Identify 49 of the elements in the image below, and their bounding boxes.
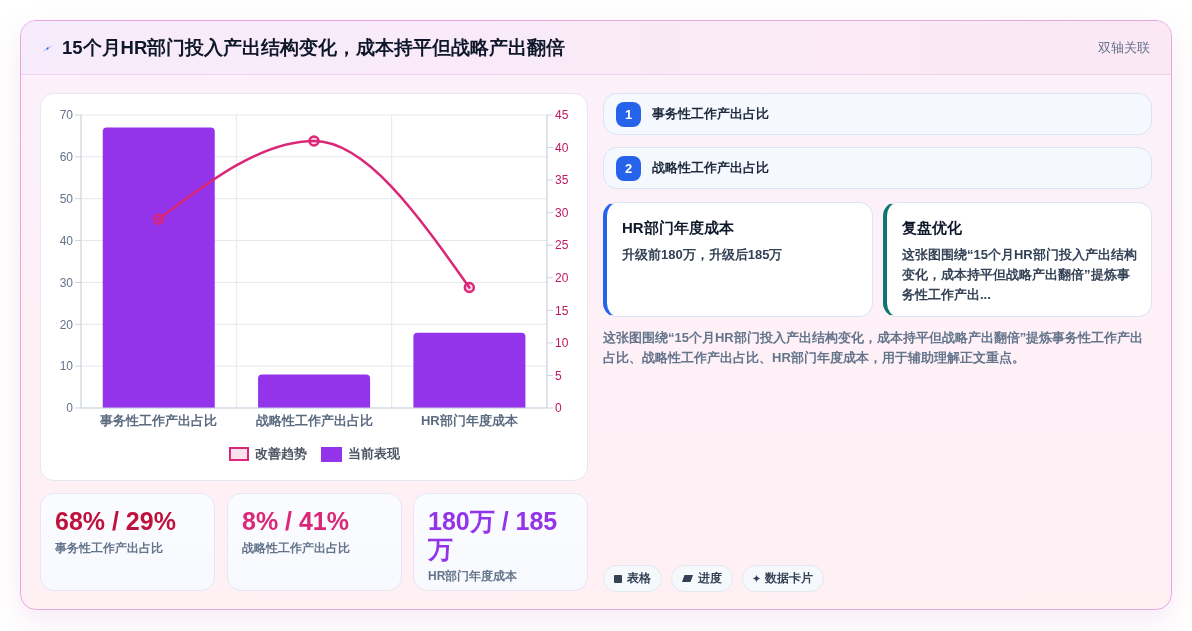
text: HR部门年度成本: [428, 569, 518, 583]
text: HR部门年度成本: [622, 219, 734, 236]
text: 这张图围绕“15个月HR部门投入产出结构变化，成本持平但战略产出翻倍”提炼事务性工作产出...: [902, 247, 1137, 302]
bar: [258, 374, 371, 408]
text: 战略性工作产出占比: [242, 541, 350, 555]
text: 事务性工作产出占比: [55, 541, 163, 555]
legend-label: 当前表现: [347, 445, 400, 463]
y2-tick-label: 10: [555, 336, 569, 351]
y2-tick-label: 35: [555, 173, 569, 188]
y-tick-label: 30: [59, 275, 74, 290]
text: 这张图围绕“15个月HR部门投入产出结构变化，成本持平但战略产出翻倍”提炼事务性工作产出占比、战略性工作产出占比、HR部门年度成本，用于辅助理解正文重点。: [603, 330, 1144, 365]
text: 复盘优化: [902, 219, 962, 236]
text: 15个月HR部门投入产出结构变化，成本持平但战略产出翻倍: [62, 36, 566, 60]
text: 180万 / 185万: [428, 507, 558, 563]
badge: 1: [616, 101, 641, 127]
y2-tick-label: 20: [555, 271, 569, 286]
y2-tick-label: 25: [555, 238, 569, 253]
y-tick-label: 70: [59, 108, 74, 123]
y2-tick-label: 40: [555, 140, 569, 155]
point: [308, 135, 320, 147]
y2-tick-label: 15: [555, 303, 569, 318]
badge: 2: [616, 155, 641, 181]
x-tick-label: 战略性工作产出占比: [255, 413, 373, 429]
x-tick-label: 事务性工作产出占比: [99, 413, 218, 429]
y-tick-label: 60: [59, 150, 74, 165]
legend-label: 改善趋势: [254, 445, 307, 463]
text: 数据卡片: [765, 571, 813, 586]
y-tick-label: 40: [59, 233, 74, 248]
text: 战略性工作产出占比: [652, 160, 769, 175]
point: [152, 213, 165, 225]
text: 进度: [698, 571, 722, 586]
text: 8% / 41%: [242, 507, 350, 535]
text: 68% / 29%: [55, 507, 176, 535]
y2-tick-label: 30: [555, 205, 569, 220]
y2-tick-label: 0: [555, 401, 562, 416]
text: 双轴关联: [1098, 38, 1150, 57]
text: 升级前180万，升级后185万: [622, 247, 783, 262]
bar: [413, 332, 526, 408]
x-tick-label: HR部门年度成本: [420, 413, 519, 429]
y-tick-label: 0: [66, 401, 74, 416]
text: 事务性工作产出占比: [652, 106, 769, 121]
y2-tick-label: 5: [555, 368, 562, 383]
bar: [102, 127, 215, 408]
text: 表格: [627, 571, 651, 586]
y-tick-label: 50: [59, 191, 74, 206]
y-tick-label: 20: [59, 317, 74, 332]
y-tick-label: 10: [59, 359, 74, 374]
point: [463, 281, 476, 294]
y2-tick-label: 45: [555, 108, 569, 123]
